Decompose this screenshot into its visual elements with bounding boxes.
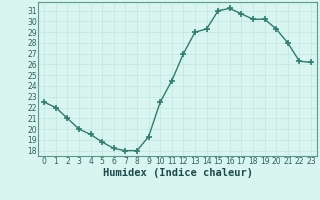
X-axis label: Humidex (Indice chaleur): Humidex (Indice chaleur)	[103, 168, 252, 178]
